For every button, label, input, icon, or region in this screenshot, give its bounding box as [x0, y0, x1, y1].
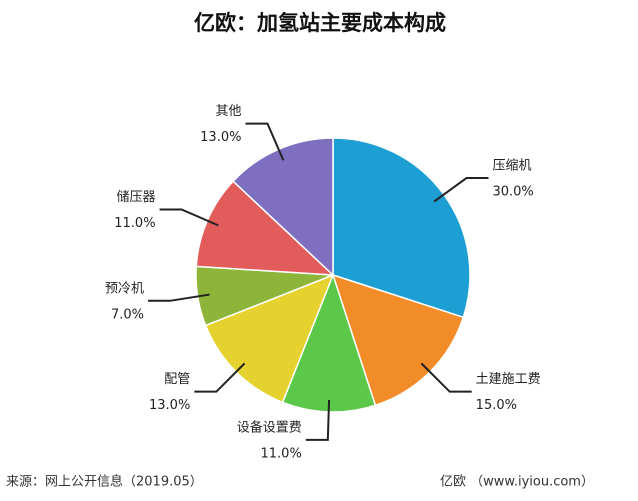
value-label: 13.0% — [200, 130, 241, 145]
slice-label: 设备设置费 — [237, 419, 302, 435]
slice-label: 预冷机 — [105, 281, 144, 296]
leader-line — [245, 122, 285, 161]
leader-line — [420, 362, 472, 393]
leader-line — [194, 362, 246, 393]
leader-line — [305, 399, 331, 441]
slice-label: 储压器 — [117, 190, 156, 205]
value-label: 7.0% — [111, 307, 144, 322]
value-label: 30.0% — [492, 185, 533, 200]
value-label: 11.0% — [261, 446, 302, 461]
leader-line — [159, 208, 219, 227]
credit: 亿欧 （www.iyiou.com） — [440, 475, 594, 490]
leader-line — [148, 293, 210, 302]
slice-label: 其他 — [215, 104, 241, 119]
slice-label: 压缩机 — [492, 158, 531, 174]
value-label: 13.0% — [149, 398, 190, 413]
value-label: 11.0% — [114, 216, 155, 231]
value-label: 15.0% — [476, 398, 517, 413]
slice-label: 配管 — [164, 372, 190, 387]
slice-label: 土建施工费 — [476, 372, 541, 387]
source: 来源：网上公开信息（2019.05） — [6, 474, 203, 490]
chart-title: 亿欧：加氢站主要成本构成 — [194, 11, 446, 35]
leader-line — [433, 177, 489, 203]
